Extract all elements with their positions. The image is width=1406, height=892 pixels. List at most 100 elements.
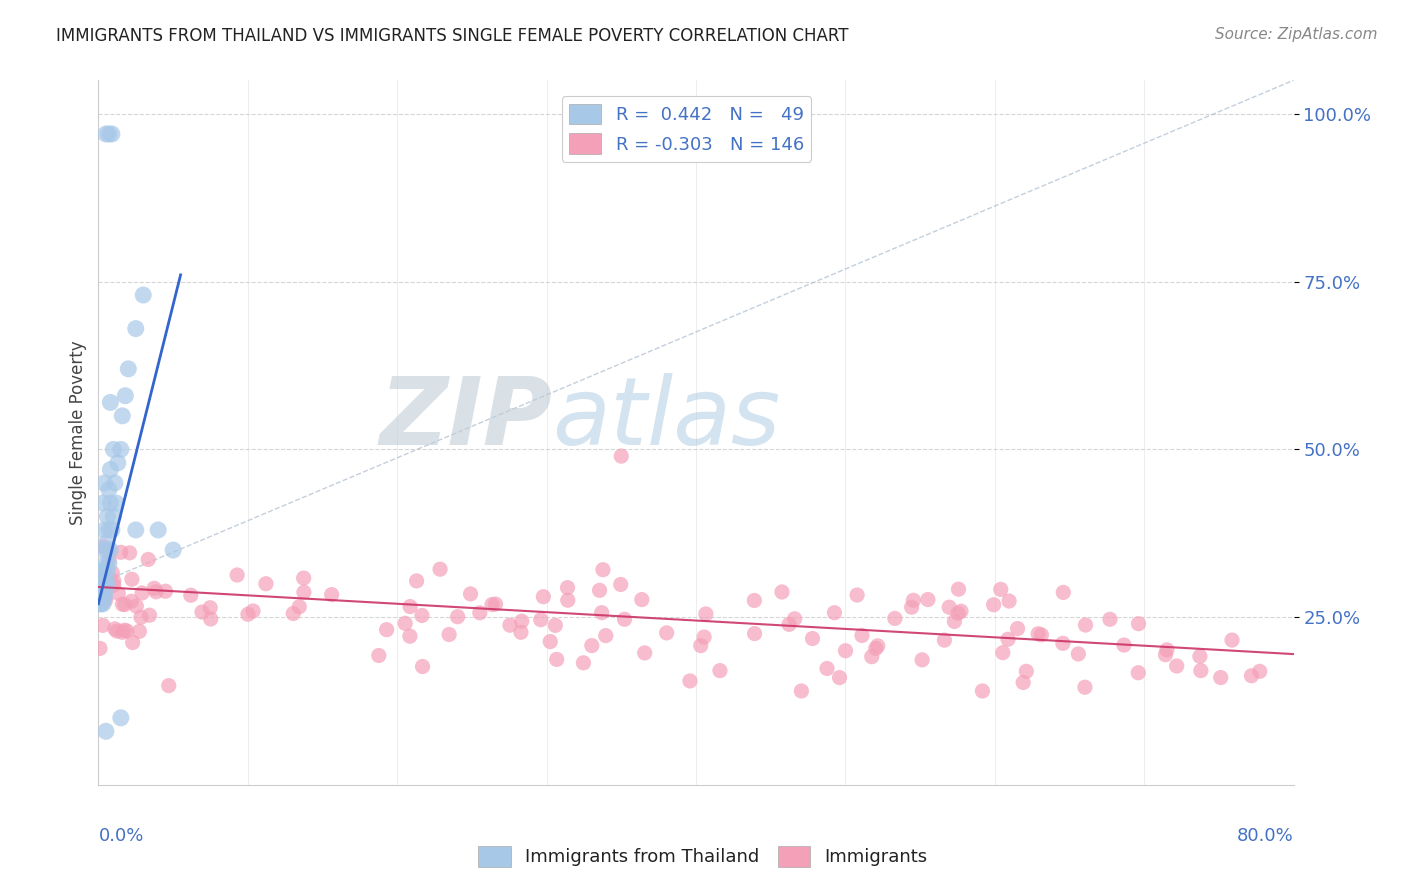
Point bbox=[101, 523, 124, 537]
Point bbox=[103, 442, 125, 457]
Text: ZIP: ZIP bbox=[380, 373, 553, 465]
Point bbox=[983, 598, 1005, 612]
Point bbox=[94, 724, 117, 739]
Point bbox=[96, 576, 118, 591]
Point bbox=[468, 606, 491, 620]
Point bbox=[1128, 665, 1150, 680]
Point bbox=[98, 543, 122, 558]
Point bbox=[595, 629, 617, 643]
Point bbox=[531, 590, 554, 604]
Point bbox=[943, 615, 966, 629]
Point bbox=[530, 613, 553, 627]
Point bbox=[1007, 622, 1029, 636]
Point bbox=[1128, 616, 1150, 631]
Point bbox=[1188, 649, 1211, 664]
Point bbox=[101, 127, 124, 141]
Point bbox=[110, 711, 132, 725]
Point bbox=[1098, 612, 1121, 626]
Point bbox=[90, 571, 112, 585]
Point bbox=[321, 588, 343, 602]
Text: atlas: atlas bbox=[553, 373, 780, 464]
Point bbox=[91, 496, 114, 510]
Point bbox=[851, 628, 873, 642]
Point bbox=[148, 523, 170, 537]
Text: 80.0%: 80.0% bbox=[1237, 827, 1294, 846]
Point bbox=[103, 509, 125, 524]
Point bbox=[437, 627, 460, 641]
Point bbox=[180, 588, 202, 602]
Point bbox=[1074, 618, 1097, 632]
Point bbox=[1249, 665, 1271, 679]
Point bbox=[399, 629, 422, 643]
Point bbox=[198, 600, 221, 615]
Point bbox=[143, 581, 166, 595]
Point bbox=[121, 572, 143, 586]
Point bbox=[709, 664, 731, 678]
Point bbox=[90, 590, 112, 604]
Point bbox=[367, 648, 389, 663]
Point bbox=[155, 584, 177, 599]
Point bbox=[997, 632, 1019, 647]
Point bbox=[972, 684, 994, 698]
Point bbox=[136, 552, 159, 566]
Point bbox=[828, 671, 851, 685]
Point bbox=[790, 684, 813, 698]
Point bbox=[98, 462, 122, 476]
Point bbox=[98, 496, 122, 510]
Point bbox=[405, 574, 427, 588]
Point bbox=[97, 557, 120, 571]
Point bbox=[96, 543, 118, 558]
Point bbox=[91, 540, 114, 554]
Point bbox=[693, 630, 716, 644]
Point bbox=[934, 633, 956, 648]
Point bbox=[98, 395, 122, 409]
Point bbox=[254, 576, 277, 591]
Point bbox=[1052, 636, 1074, 650]
Point bbox=[94, 583, 117, 598]
Point bbox=[613, 612, 636, 626]
Point bbox=[93, 543, 115, 558]
Point bbox=[292, 585, 315, 599]
Point bbox=[429, 562, 451, 576]
Point bbox=[103, 574, 125, 588]
Point bbox=[1166, 659, 1188, 673]
Point bbox=[93, 576, 115, 591]
Point bbox=[111, 597, 134, 611]
Point bbox=[132, 288, 155, 302]
Point bbox=[865, 641, 887, 656]
Point bbox=[375, 623, 398, 637]
Point bbox=[588, 583, 610, 598]
Point bbox=[292, 571, 315, 585]
Point bbox=[634, 646, 657, 660]
Point bbox=[991, 646, 1014, 660]
Point bbox=[94, 127, 117, 141]
Point bbox=[89, 590, 111, 604]
Point bbox=[412, 659, 434, 673]
Point bbox=[770, 585, 793, 599]
Point bbox=[544, 618, 567, 632]
Point bbox=[630, 592, 652, 607]
Point bbox=[917, 592, 939, 607]
Point bbox=[105, 496, 128, 510]
Point bbox=[903, 593, 925, 607]
Point bbox=[118, 546, 141, 560]
Point bbox=[815, 661, 838, 675]
Point bbox=[823, 606, 845, 620]
Point bbox=[557, 581, 579, 595]
Point bbox=[1154, 648, 1177, 662]
Point bbox=[484, 597, 506, 611]
Point bbox=[900, 600, 922, 615]
Point bbox=[846, 588, 869, 602]
Point bbox=[90, 597, 112, 611]
Point bbox=[91, 590, 114, 604]
Point bbox=[96, 563, 118, 577]
Point bbox=[394, 616, 416, 631]
Point bbox=[91, 576, 114, 591]
Point bbox=[89, 597, 111, 611]
Point bbox=[592, 563, 614, 577]
Point bbox=[131, 586, 153, 600]
Point bbox=[94, 591, 117, 605]
Point bbox=[288, 599, 311, 614]
Point bbox=[1220, 633, 1243, 648]
Point bbox=[679, 673, 702, 688]
